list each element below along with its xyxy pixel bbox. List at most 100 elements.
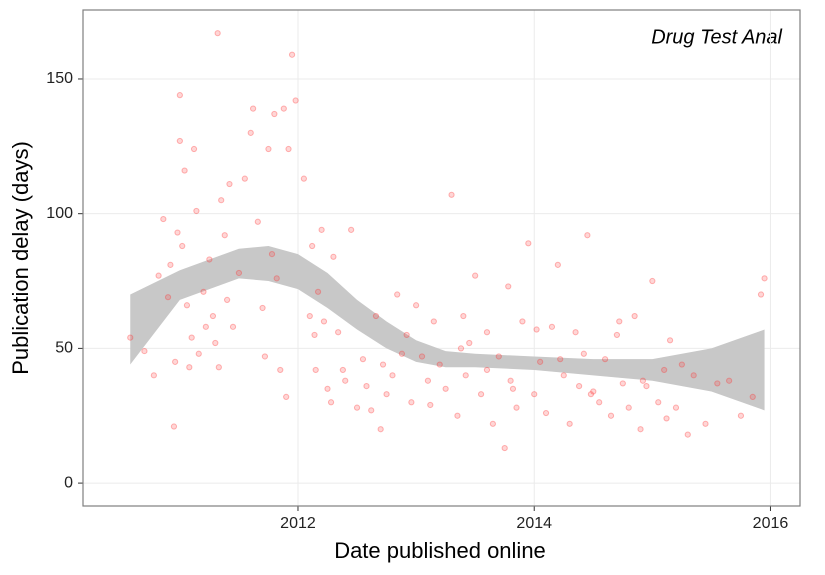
point [176, 92, 183, 99]
point [247, 129, 254, 136]
point [389, 372, 396, 379]
point [195, 350, 202, 357]
point [312, 366, 319, 374]
point [454, 412, 461, 419]
point [566, 420, 573, 427]
point [320, 318, 328, 325]
point [501, 444, 508, 452]
point [372, 312, 380, 320]
point [757, 291, 765, 298]
point [542, 409, 550, 417]
point [737, 412, 745, 419]
point [472, 272, 479, 279]
point [507, 377, 514, 384]
point [383, 391, 390, 398]
point [174, 229, 181, 236]
point [525, 240, 532, 247]
point [572, 329, 579, 336]
point [309, 242, 316, 250]
point [235, 269, 243, 277]
point [160, 215, 167, 223]
point [330, 253, 337, 260]
point [209, 312, 217, 320]
point [155, 272, 162, 279]
point [625, 404, 632, 411]
point [170, 423, 178, 430]
point [655, 399, 662, 406]
point [584, 232, 591, 239]
point [379, 361, 387, 368]
y-tick-label: 0 [64, 474, 73, 491]
point [442, 385, 449, 392]
point [202, 323, 209, 330]
point [214, 30, 221, 37]
point [560, 372, 567, 379]
point [631, 312, 638, 320]
point [311, 331, 318, 339]
y-tick-label: 100 [46, 205, 73, 222]
point [200, 288, 207, 295]
point [186, 364, 193, 371]
point [398, 350, 406, 357]
point [519, 318, 526, 325]
point [141, 347, 148, 355]
x-tick-label: 2016 [753, 515, 789, 532]
point [181, 167, 188, 174]
point [557, 356, 564, 363]
point [533, 326, 540, 333]
point [377, 426, 384, 433]
point [619, 380, 626, 387]
point [714, 380, 721, 387]
point [613, 331, 621, 339]
point [554, 261, 561, 268]
point [179, 242, 186, 250]
point [359, 356, 367, 363]
point [394, 291, 401, 298]
point [643, 383, 650, 390]
point [639, 377, 646, 384]
point [206, 256, 213, 263]
point [495, 353, 502, 360]
point [678, 361, 685, 368]
point [212, 339, 219, 347]
point [183, 302, 191, 309]
point [661, 366, 668, 374]
point [690, 372, 697, 379]
point [749, 393, 756, 400]
point [466, 339, 473, 347]
point [167, 261, 174, 268]
point [335, 329, 342, 336]
point [418, 353, 426, 360]
point [457, 345, 465, 352]
point [448, 191, 455, 198]
point [483, 366, 491, 374]
point [505, 283, 512, 290]
point [666, 337, 674, 344]
x-tick-label: 2012 [280, 515, 316, 532]
point [702, 420, 709, 427]
point [215, 364, 222, 371]
point [271, 110, 278, 118]
point [127, 334, 134, 341]
point [637, 426, 644, 433]
point [226, 180, 233, 188]
point [580, 350, 587, 357]
point [318, 226, 325, 233]
point [424, 377, 432, 384]
point [285, 145, 292, 153]
y-tick-label: 150 [46, 70, 73, 87]
point [403, 331, 410, 339]
point [193, 207, 200, 215]
point [348, 226, 355, 233]
point [684, 431, 691, 438]
point [221, 232, 228, 239]
point [672, 404, 680, 411]
point [483, 329, 491, 336]
y-axis-title: Publication delay (days) [8, 141, 33, 375]
point [513, 404, 520, 411]
point [190, 145, 198, 153]
point [601, 356, 609, 363]
point [259, 304, 266, 312]
point [427, 401, 434, 409]
